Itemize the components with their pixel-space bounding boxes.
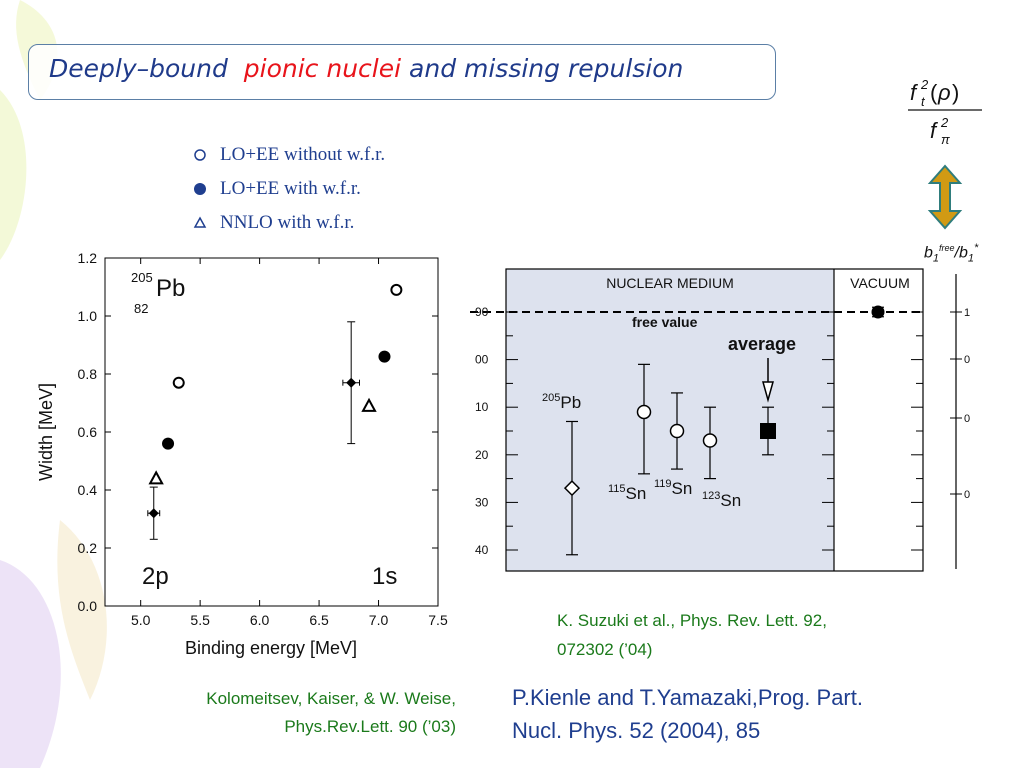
nucleus-charge: 82 [134, 301, 148, 316]
legend-label: LO+EE with w.f.r. [220, 178, 361, 199]
legend-label: LO+EE without w.f.r. [220, 144, 386, 165]
filled-diamond-point [346, 377, 357, 388]
title-part-1: Deeply–bound [49, 54, 228, 83]
title-part-3: and missing repulsion [409, 54, 684, 83]
y-tick-label: 0.6 [78, 424, 98, 440]
x-tick-label: 6.0 [250, 612, 270, 628]
open-circle-point [702, 433, 718, 448]
citation-kienle: P.Kienle and T.Yamazaki,Prog. Part. Nucl… [512, 681, 992, 747]
x-tick-label: 5.5 [190, 612, 210, 628]
right-axis-tick-label: 0.9 [964, 354, 970, 366]
legend-item: LO+EE with w.f.r. [192, 172, 472, 206]
filled-circle-icon [192, 181, 220, 197]
filled-diamond-point [148, 508, 159, 519]
legend-label: NNLO with w.f.r. [220, 212, 355, 233]
y-tick-label: 0.0 [78, 598, 98, 614]
svg-text:t: t [921, 94, 926, 109]
svg-text:π: π [941, 132, 950, 147]
y-axis-label: Width [MeV] [36, 383, 56, 481]
label-123sn: 123Sn [702, 490, 741, 510]
slide-title: Deeply–bound pionic nuclei and missing r… [49, 54, 683, 83]
x-tick-label: 7.5 [428, 612, 448, 628]
average-arrow-icon [762, 358, 774, 403]
legend: LO+EE without w.f.r. LO+EE with w.f.r. N… [192, 138, 472, 240]
left-tick-label: 30 [475, 495, 489, 509]
pionic-atom-data-chart: NUCLEAR MEDIUM VACUUM free value average… [470, 268, 970, 572]
formula-numerator: f [910, 80, 919, 105]
open-triangle-point [361, 397, 377, 412]
open-triangle-icon [192, 215, 220, 231]
svg-text:2: 2 [940, 115, 949, 130]
nuclear-medium-label: NUCLEAR MEDIUM [606, 275, 734, 291]
right-axis-tick-label: 0.7 [964, 489, 970, 501]
filled-circle-point [378, 350, 391, 363]
state-label-1s: 1s [372, 563, 397, 590]
filled-square-point [760, 423, 776, 439]
filled-circle-point [162, 437, 175, 450]
citation-line: P.Kienle and T.Yamazaki,Prog. Part. [512, 685, 863, 710]
citation-line: K. Suzuki et al., Phys. Rev. Lett. 92, [557, 611, 827, 630]
open-diamond-point [563, 480, 581, 497]
x-tick-label: 6.5 [309, 612, 329, 628]
citation-line: 072302 (’04) [557, 640, 653, 659]
slide-title-box: Deeply–bound pionic nuclei and missing r… [28, 44, 776, 100]
nucleus-symbol: Pb [156, 275, 185, 302]
ratio-formula: f 2 t ( ρ ) f 2 π [908, 77, 982, 230]
nuclear-medium-region [506, 269, 834, 571]
citation-kolomeitsev: Kolomeitsev, Kaiser, & W. Weise, Phys.Re… [96, 685, 456, 741]
average-label: average [728, 334, 796, 354]
label-205pb: 205Pb [542, 392, 581, 412]
svg-text:(: ( [930, 80, 938, 105]
double-arrow-icon [927, 164, 963, 230]
y-tick-label: 0.2 [78, 540, 98, 556]
y-tick-label: 1.2 [78, 250, 98, 266]
citation-line: Nucl. Phys. 52 (2004), 85 [512, 718, 761, 743]
legend-item: LO+EE without w.f.r. [192, 138, 472, 172]
legend-item: NNLO with w.f.r. [192, 206, 472, 240]
plot-frame [505, 268, 924, 572]
svg-text:2: 2 [920, 77, 929, 92]
open-circle-icon [192, 147, 220, 163]
filled-circle-point [871, 305, 885, 319]
open-triangle-point [148, 470, 164, 485]
left-tick-label: 00 [475, 353, 489, 367]
title-part-2: pionic nuclei [243, 54, 402, 83]
plot-frame [104, 257, 439, 607]
x-tick-label: 7.0 [369, 612, 389, 628]
citation-suzuki: K. Suzuki et al., Phys. Rev. Lett. 92, 0… [557, 606, 977, 664]
y-tick-label: 0.8 [78, 366, 98, 382]
x-tick-label: 5.0 [131, 612, 151, 628]
vacuum-label: VACUUM [850, 275, 910, 291]
citation-line: Kolomeitsev, Kaiser, & W. Weise, [206, 689, 456, 708]
formula-denominator: f [930, 118, 939, 143]
left-tick-label: 90 [475, 305, 489, 319]
right-axis-tick-label: 0.8 [964, 413, 970, 425]
label-115sn: 115Sn [608, 483, 646, 503]
left-tick-label: 40 [475, 543, 489, 557]
width-vs-binding-chart: 5.0 5.5 6.0 6.5 7.0 7.50.00.20.40.60.81.01.2 … [36, 250, 448, 658]
x-axis-label: Binding energy [MeV] [185, 638, 357, 658]
nucleus-mass-number: 205 [131, 270, 153, 285]
b-ratio-label: b1free/b1* [924, 242, 979, 265]
open-circle-point [636, 404, 652, 420]
state-label-2p: 2p [142, 563, 169, 590]
free-value-label: free value [632, 314, 698, 330]
citation-line: Phys.Rev.Lett. 90 (’03) [284, 717, 456, 736]
open-circle-point [390, 283, 403, 296]
left-tick-label: 10 [475, 400, 489, 414]
left-tick-label: 20 [475, 448, 489, 462]
svg-text:): ) [952, 80, 959, 105]
open-circle-point [172, 376, 185, 389]
right-axis-tick-label: 1.0 [964, 307, 970, 319]
label-119sn: 119Sn [654, 478, 692, 498]
y-tick-label: 0.4 [78, 482, 98, 498]
y-tick-label: 1.0 [78, 308, 98, 324]
svg-text:ρ: ρ [937, 80, 951, 105]
open-circle-point [669, 423, 685, 439]
